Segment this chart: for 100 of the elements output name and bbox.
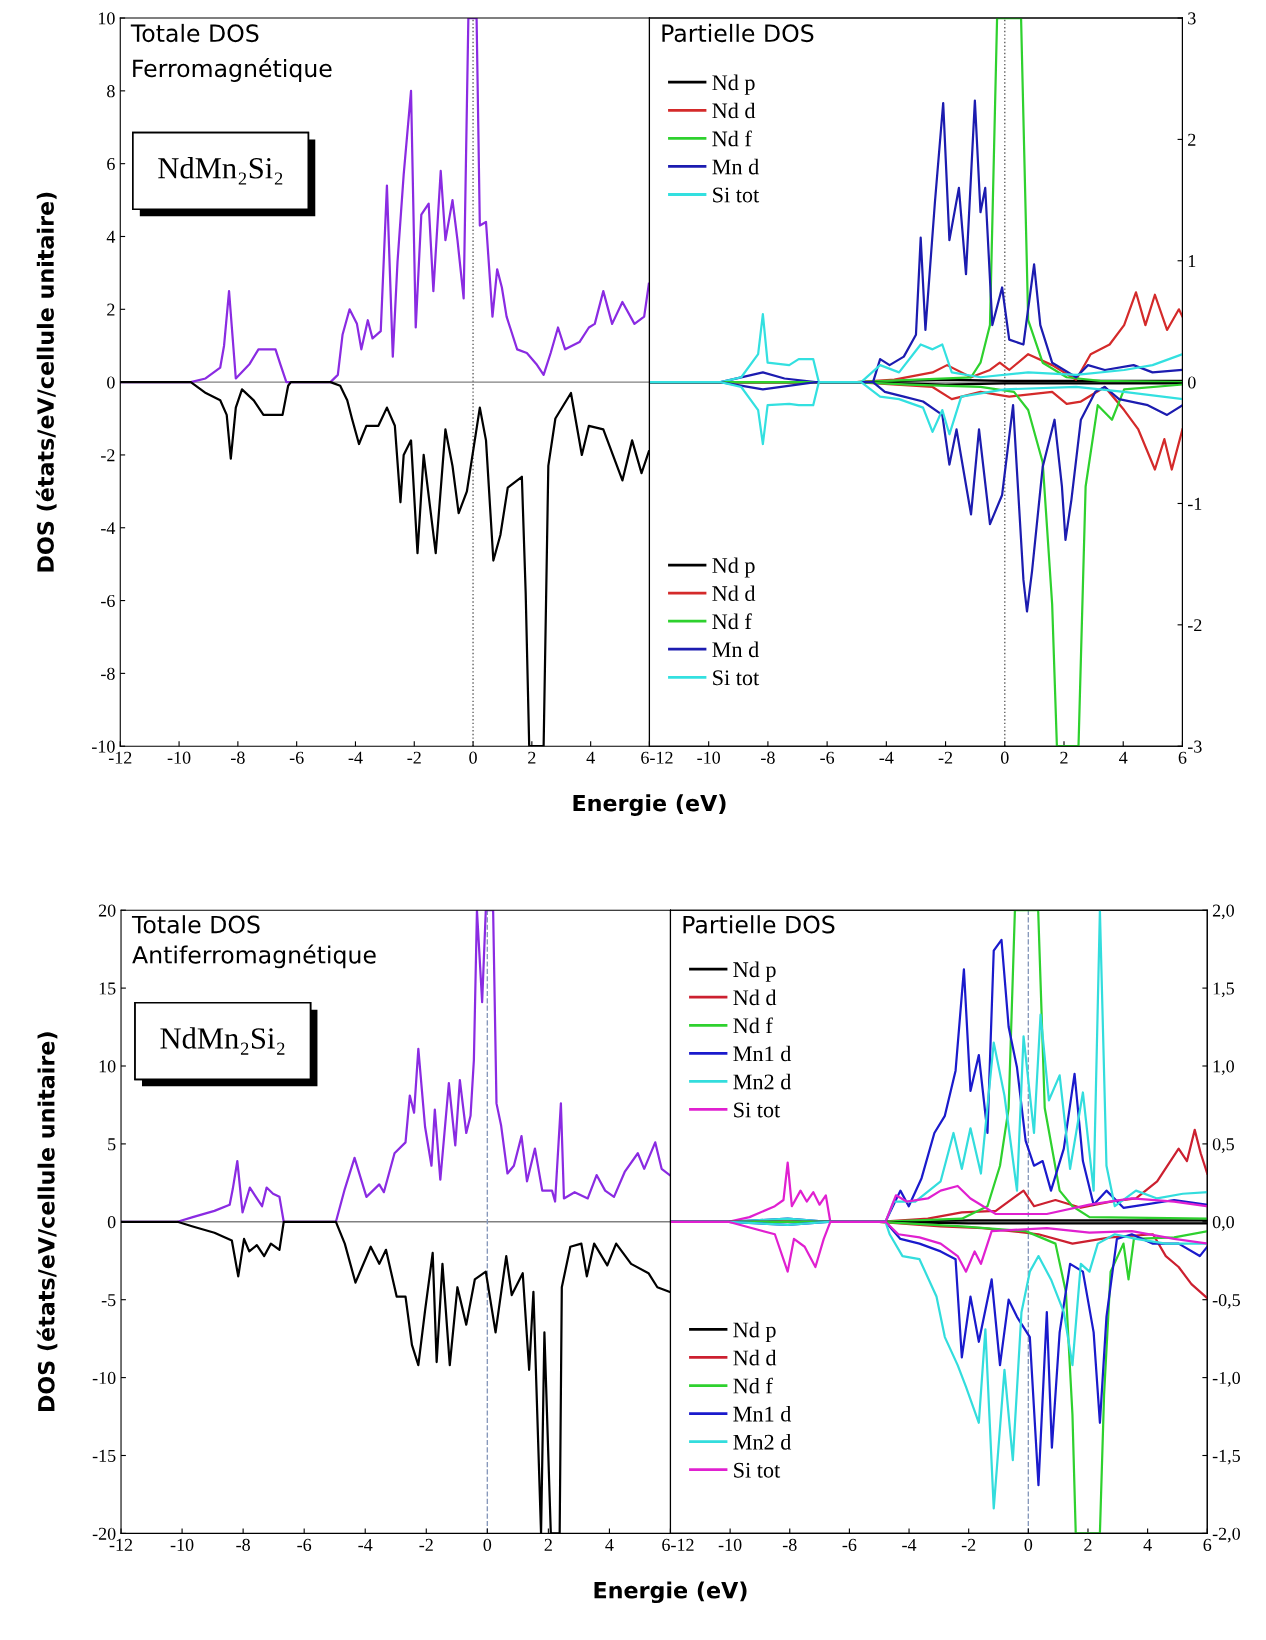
x-tick-label: 6 [1178, 751, 1187, 764]
y-tick-label: -10 [92, 740, 115, 753]
x-tick-label: -4 [348, 751, 363, 764]
annotation: NdMn₂Si₂ [160, 1027, 285, 1055]
y-tick-label: -4 [101, 522, 116, 535]
text: Ferromagnétique [133, 58, 332, 82]
x-tick-label: -4 [902, 1538, 917, 1551]
x-tick-label: 6 [641, 751, 649, 764]
x-tick-label: -10 [697, 751, 721, 764]
y-tick-label: -5 [101, 1294, 116, 1307]
x-tick-label: 0 [1000, 751, 1009, 764]
y-tick-label: 6 [107, 157, 115, 171]
y-tick-label: -6 [101, 594, 115, 608]
legend-label: Nd f [733, 1017, 773, 1034]
x-tick-label: -10 [170, 1538, 194, 1551]
x-tick-label: 6 [662, 1538, 670, 1551]
x-tick-label: -6 [842, 1538, 857, 1551]
x-tick-label: -6 [820, 751, 835, 764]
legend-label: Si tot [734, 1102, 781, 1118]
y2-tick-label: 0,5 [1212, 1138, 1234, 1153]
x-tick-label: -6 [289, 751, 304, 764]
x-axis-title: Energie (eV) [573, 794, 726, 816]
chart-title: Partielle DOS [662, 23, 814, 43]
x-tick-label: -10 [167, 751, 191, 764]
y-tick-label: 8 [107, 85, 115, 98]
x-tick-label: 2 [1084, 1538, 1092, 1551]
legend-label: Nd f [733, 1377, 773, 1394]
y-tick-label: 5 [108, 1138, 116, 1151]
legend-label: Si tot [713, 670, 760, 686]
x-tick-label: 4 [1119, 751, 1128, 764]
y2-tick-label: -1 [1187, 497, 1202, 510]
y2-tick-label: 1,5 [1213, 982, 1234, 998]
x-tick-label: -10 [718, 1538, 742, 1551]
chart-title: Totale DOS [130, 23, 259, 43]
x-tick-label: -2 [938, 751, 953, 764]
y-tick-label: -8 [101, 667, 115, 680]
y-tick-label: 2 [107, 303, 115, 316]
x-tick-label: -2 [419, 1538, 433, 1551]
legend-label: Nd d [733, 1349, 777, 1366]
y2-tick-label: -2,0 [1212, 1527, 1241, 1543]
legend-label: Mn d [712, 158, 759, 175]
x-tick-label: -12 [671, 1538, 694, 1551]
x-tick-label: 4 [586, 751, 595, 764]
x-tick-label: 4 [605, 1538, 614, 1551]
text: Antiferromagnétique [132, 944, 376, 969]
y2-tick-label: -3 [1187, 740, 1202, 753]
legend-label: Nd d [733, 989, 777, 1006]
y-tick-label: -15 [92, 1449, 116, 1462]
x-tick-label: 0 [1024, 1538, 1033, 1551]
y2-tick-label: 2 [1188, 133, 1196, 146]
legend-label: Mn1 d [733, 1405, 792, 1422]
y-tick-label: 20 [98, 904, 116, 917]
legend-label: Nd p [733, 1321, 776, 1342]
y-tick-label: -10 [92, 1371, 116, 1385]
legend-label: Nd d [712, 102, 756, 119]
y-tick-label: 10 [99, 1060, 116, 1073]
legend-label: Si tot [713, 187, 760, 203]
y-tick-label: 10 [98, 12, 115, 25]
legend-label: Nd p [712, 74, 755, 95]
x-tick-label: 2 [1060, 751, 1068, 764]
y-axis-title: DOS (états/eV/cellule unitaire) [35, 192, 57, 572]
legend-label: Nd p [712, 557, 755, 578]
legend-label: Mn2 d [733, 1434, 792, 1450]
x-tick-label: 6 [1203, 1538, 1212, 1551]
x-tick-label: 4 [1143, 1538, 1152, 1551]
annotation: NdMn₂Si₂ [158, 157, 283, 185]
legend-label: Nd f [712, 613, 752, 630]
x-tick-label: -12 [109, 1538, 133, 1551]
x-tick-label: -8 [231, 751, 245, 764]
y2-tick-label: -1,0 [1212, 1371, 1241, 1387]
x-tick-label: 2 [528, 751, 536, 764]
x-tick-label: -2 [961, 1538, 976, 1551]
y2-tick-label: 2,0 [1212, 904, 1234, 920]
x-tick-label: -8 [761, 751, 775, 764]
chart-title: Totale DOS [131, 915, 260, 934]
x-tick-label: 2 [544, 1538, 552, 1551]
y2-tick-label: 3 [1188, 12, 1196, 25]
x-tick-label: 0 [483, 1538, 492, 1551]
legend-label: Mn d [712, 641, 759, 658]
x-tick-label: 0 [469, 751, 477, 764]
x-axis-title: Energie (eV) [594, 1581, 747, 1604]
legend-label: Mn2 d [733, 1073, 792, 1090]
y-tick-label: 0 [107, 376, 115, 389]
chart-title: Partielle DOS [683, 915, 835, 934]
legend-label: Nd f [712, 130, 752, 147]
x-tick-label: -6 [297, 1538, 312, 1551]
legend-label: Mn1 d [733, 1045, 792, 1062]
y-tick-label: 4 [106, 230, 116, 243]
y-tick-label: -2 [101, 449, 115, 462]
y2-tick-label: -0,5 [1212, 1293, 1240, 1309]
y2-tick-label: 0 [1187, 376, 1196, 389]
legend-label: Si tot [734, 1462, 781, 1478]
legend-label: Nd p [733, 961, 776, 982]
y2-tick-label: 0,0 [1212, 1216, 1234, 1231]
x-tick-label: -12 [108, 751, 132, 764]
legend-label: Nd d [712, 585, 756, 602]
x-tick-label: -2 [407, 751, 421, 764]
y2-tick-label: 1,0 [1213, 1060, 1234, 1076]
y-tick-label: 0 [107, 1216, 116, 1229]
x-tick-label: -4 [879, 751, 894, 764]
